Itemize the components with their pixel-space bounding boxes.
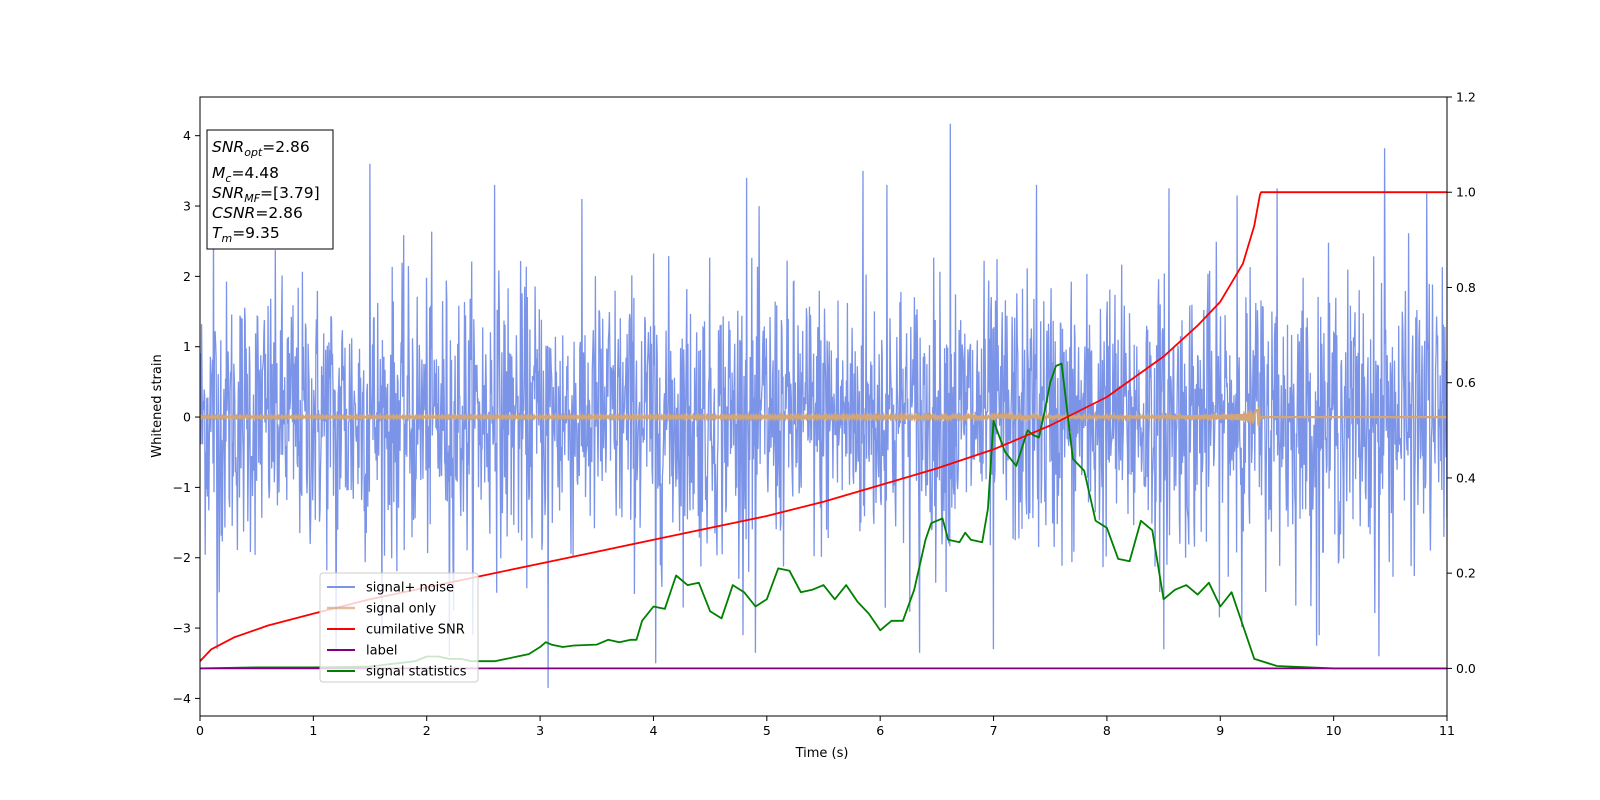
- legend: signal+ noise signal only cumilative SNR la…: [319, 572, 479, 683]
- y-tick-label: −1: [173, 480, 191, 495]
- y-tick-label: 0: [183, 410, 191, 425]
- signal-noise-line: [200, 123, 1447, 688]
- signal-statistics-line: [200, 362, 1447, 670]
- signal-noise-series: [200, 123, 1447, 688]
- y2-tick-label: 0.0: [1456, 661, 1476, 676]
- x-tick-label: 3: [536, 723, 544, 738]
- signal-only-line: [200, 406, 1447, 427]
- y2-tick-label: 0.8: [1456, 280, 1476, 295]
- y2-tick-label: 1.0: [1456, 185, 1476, 200]
- y-tick-label: 4: [183, 128, 191, 143]
- info-csnr: CSNR=2.86: [212, 204, 303, 222]
- x-tick-label: 5: [763, 723, 771, 738]
- signal-only-series: [200, 406, 1447, 427]
- legend-label: signal statistics: [366, 665, 467, 680]
- info-tm: Tm=9.35: [212, 224, 280, 245]
- x-axis-label: Time (s): [795, 746, 849, 761]
- info-box: SNRopt=2.86 Mc=4.48 SNRMF=[3.79] CSNR=2.…: [206, 129, 334, 250]
- legend-label: cumilative SNR: [366, 623, 465, 638]
- signal-statistics-series: [200, 362, 1447, 670]
- legend-frame: [319, 572, 479, 683]
- x-tick-label: 9: [1216, 723, 1224, 738]
- x-tick-label: 2: [423, 723, 431, 738]
- x-tick-label: 7: [990, 723, 998, 738]
- y-tick-label: 2: [183, 269, 191, 284]
- info-box-frame: [206, 129, 334, 250]
- y-tick-label: −3: [173, 621, 191, 636]
- x-tick-label: 1: [309, 723, 317, 738]
- x-tick-label: 11: [1439, 723, 1455, 738]
- y2-tick-label: 0.2: [1456, 566, 1476, 581]
- legend-label: signal only: [366, 602, 436, 617]
- legend-label: label: [366, 644, 397, 659]
- y-tick-label: −2: [173, 550, 191, 565]
- y-tick-label: −4: [173, 691, 191, 706]
- y-axis-right: 0.0 0.2 0.4 0.6 0.8 1.0 1.2: [1447, 90, 1476, 676]
- y2-tick-label: 0.4: [1456, 470, 1476, 485]
- x-tick-label: 4: [649, 723, 657, 738]
- info-snr-opt: SNRopt=2.86: [212, 138, 310, 159]
- y-axis-left: −4 −3 −2 −1 0 1 2 3 4: [173, 128, 200, 706]
- x-tick-label: 10: [1326, 723, 1342, 738]
- y-tick-label: 3: [183, 199, 191, 214]
- info-mc: Mc=4.48: [212, 164, 279, 185]
- x-axis: 0 1 2 3 4 5 6 7 8 9 10 11: [196, 716, 1455, 738]
- legend-label: signal+ noise: [366, 581, 454, 596]
- x-tick-label: 0: [196, 723, 204, 738]
- y2-tick-label: 0.6: [1456, 375, 1476, 390]
- y-axis-label: Whitened strain: [150, 354, 165, 457]
- y2-tick-label: 1.2: [1456, 90, 1476, 105]
- x-tick-label: 8: [1103, 723, 1111, 738]
- x-tick-label: 6: [876, 723, 884, 738]
- y-tick-label: 1: [183, 339, 191, 354]
- plot-frame: [199, 96, 1448, 717]
- info-snr-mf: SNRMF=[3.79]: [212, 184, 320, 205]
